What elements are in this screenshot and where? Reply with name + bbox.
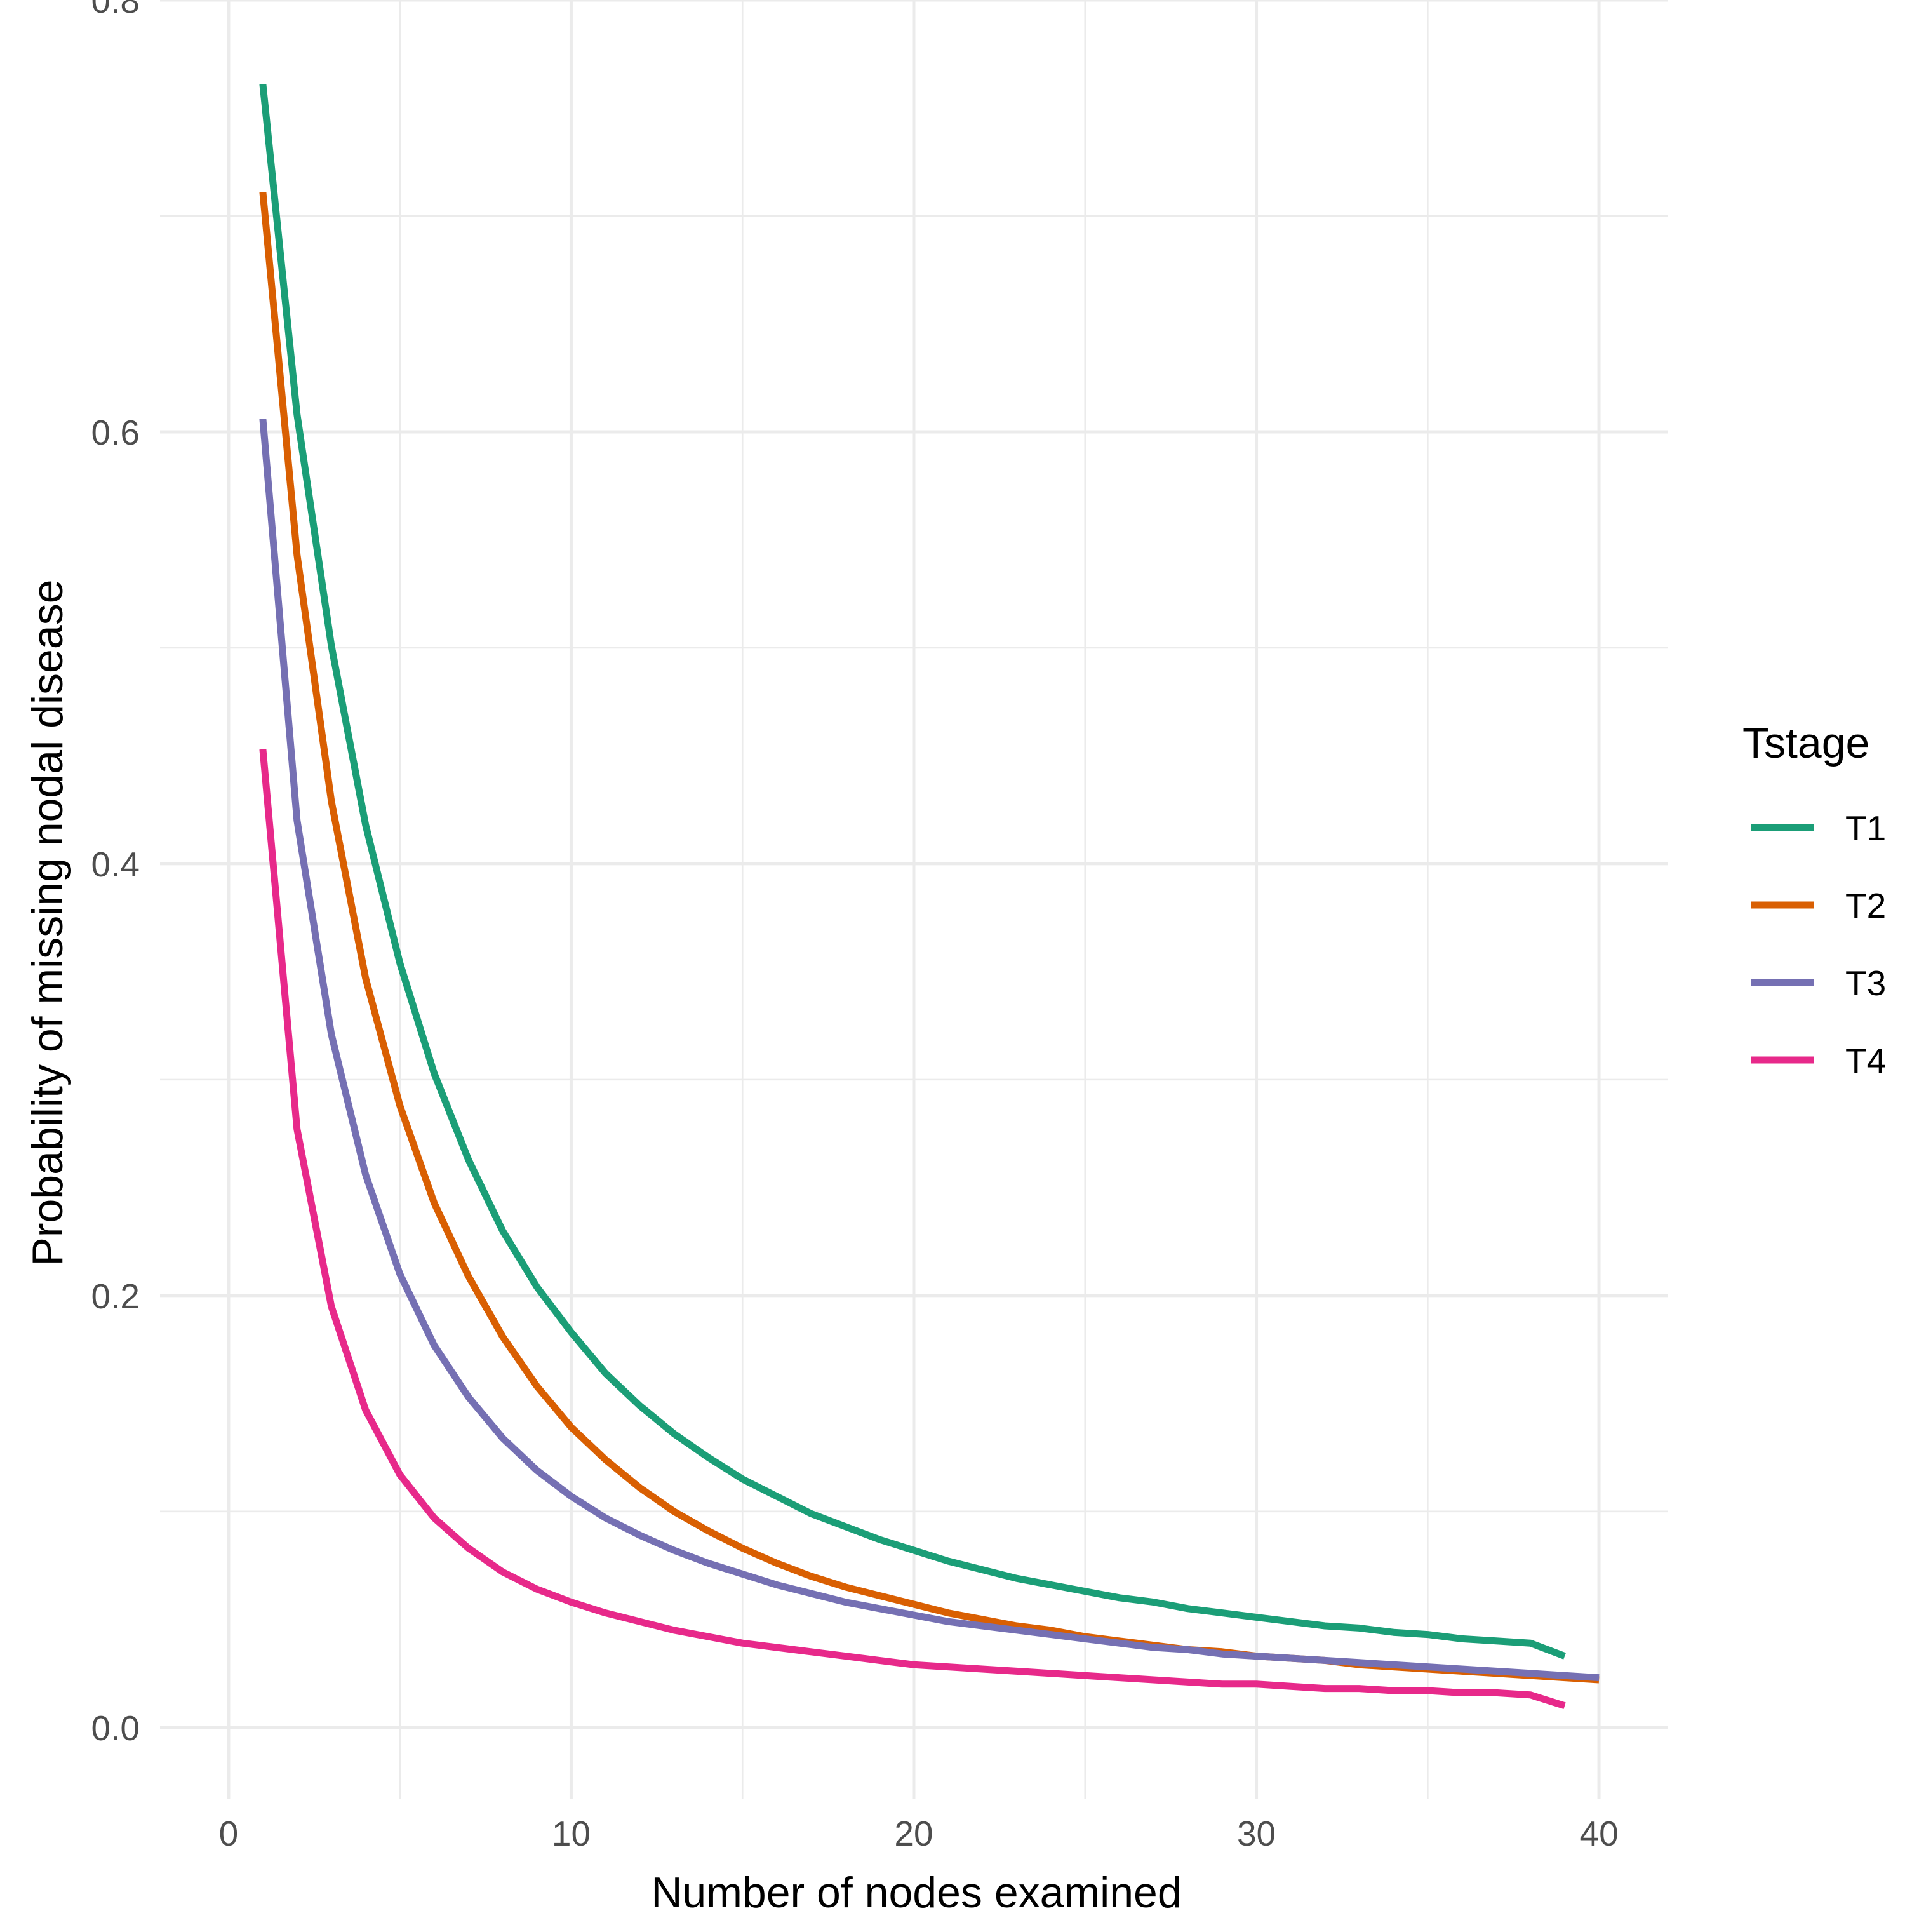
- y-axis-tick-labels: 0.0 0.2 0.4 0.6 0.8: [91, 0, 140, 1748]
- y-axis-title: Probability of missing nodal disease: [23, 579, 72, 1266]
- x-tick-label: 20: [894, 1814, 933, 1853]
- legend-label-t1: T1: [1845, 808, 1886, 848]
- series-line-t1: [259, 84, 1567, 1660]
- y-tick-label: 0.8: [91, 0, 140, 20]
- x-tick-label: 0: [219, 1814, 239, 1853]
- series-line-t3: [259, 419, 1600, 1682]
- x-axis-tick-labels: 0 10 20 30 40: [219, 1814, 1619, 1853]
- legend-label-t4: T4: [1845, 1041, 1886, 1080]
- y-tick-label: 0.2: [91, 1277, 140, 1316]
- x-tick-label: 40: [1579, 1814, 1618, 1853]
- legend: Tstage T1 T2 T3 T4: [1742, 719, 1886, 1080]
- series-line-t2: [259, 192, 1600, 1684]
- legend-label-t2: T2: [1845, 886, 1886, 925]
- series-lines: [259, 84, 1600, 1710]
- legend-title: Tstage: [1742, 719, 1869, 767]
- y-tick-label: 0.0: [91, 1708, 140, 1748]
- legend-items: T1 T2 T3 T4: [1751, 808, 1886, 1080]
- x-axis-title: Number of nodes examined: [651, 1868, 1181, 1917]
- series-line-t4: [259, 749, 1566, 1710]
- x-tick-label: 10: [552, 1814, 591, 1853]
- legend-label-t3: T3: [1845, 963, 1886, 1003]
- x-tick-label: 30: [1237, 1814, 1276, 1853]
- y-tick-label: 0.4: [91, 845, 140, 884]
- y-tick-label: 0.6: [91, 413, 140, 452]
